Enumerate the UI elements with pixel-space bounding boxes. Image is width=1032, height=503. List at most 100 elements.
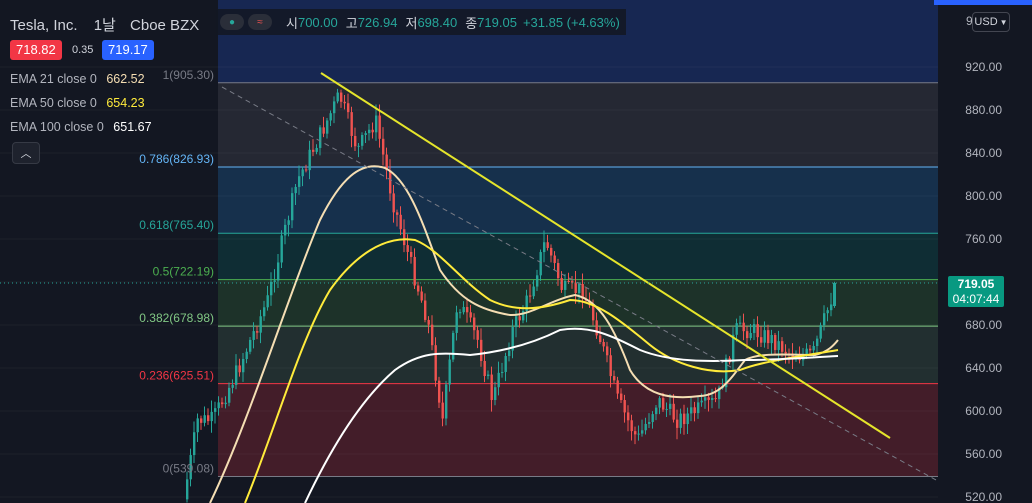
candle-body: [599, 335, 602, 343]
candle-body: [403, 229, 406, 246]
exchange-label: Cboe BZX: [130, 17, 200, 34]
price-axis-label: 920.00: [965, 60, 1002, 74]
candle-body: [529, 295, 532, 297]
candle-body: [375, 115, 378, 133]
candle-body: [245, 351, 248, 360]
candle-body: [452, 332, 455, 360]
candle-body: [427, 319, 430, 325]
market-status-icon[interactable]: ●: [220, 14, 244, 30]
bid-price-button[interactable]: 718.82: [10, 40, 62, 60]
candle-body: [196, 418, 199, 433]
candle-body: [322, 127, 325, 134]
last-price-label: 719.05 04:07:44: [948, 276, 1004, 307]
candle-body: [487, 374, 490, 377]
candle-body: [546, 242, 549, 248]
candle-body: [557, 263, 560, 279]
ema-100-legend[interactable]: EMA 100 close 0 651.67: [10, 120, 152, 134]
candle-body: [816, 338, 819, 347]
candle-body: [329, 113, 332, 121]
candle-body: [273, 280, 276, 282]
candle-body: [749, 332, 752, 339]
candle-body: [616, 380, 619, 394]
fib-level-label: 0.236(625.51): [139, 369, 214, 383]
candle-body: [336, 92, 339, 102]
chevron-down-icon: ▼: [999, 17, 1008, 27]
candle-body: [266, 295, 269, 308]
candle-body: [368, 129, 371, 134]
candle-body: [543, 242, 546, 253]
candle-body: [560, 278, 563, 290]
candle-body: [235, 365, 238, 385]
currency-select[interactable]: USD ▼: [972, 12, 1010, 32]
candle-body: [186, 479, 189, 500]
ask-price-button[interactable]: 719.17: [102, 40, 154, 60]
price-axis-label: 680.00: [965, 318, 1002, 332]
candle-body: [263, 307, 266, 317]
fib-band: [218, 233, 938, 280]
high-label: 고: [345, 15, 358, 31]
top-accent-bar: [934, 0, 1032, 5]
low-value: 698.40: [417, 14, 458, 30]
candle-body: [763, 330, 766, 343]
candle-body: [781, 341, 784, 352]
candle-body: [693, 407, 696, 414]
trend-lines: [221, 72, 937, 481]
candle-body: [742, 322, 745, 332]
axis-clipped-label: 9: [966, 14, 973, 28]
candle-body: [511, 327, 514, 351]
price-axis-label: 880.00: [965, 103, 1002, 117]
dashed-trendline: [221, 86, 937, 481]
candle-body: [424, 300, 427, 320]
candle-body: [483, 360, 486, 377]
candle-body: [648, 422, 651, 424]
candle-body: [676, 419, 679, 428]
candle-body: [550, 247, 553, 256]
interval-label[interactable]: 1날: [93, 17, 116, 34]
candle-body: [214, 408, 217, 412]
ema-50-legend[interactable]: EMA 50 close 0 654.23: [10, 96, 145, 110]
ema-100-label: EMA 100 close 0: [10, 120, 104, 134]
candle-body: [784, 351, 787, 354]
ema-21-legend[interactable]: EMA 21 close 0 662.52: [10, 72, 145, 86]
currency-label: USD: [974, 16, 998, 28]
candle-body: [410, 251, 413, 257]
candle-body: [298, 176, 301, 187]
candle-body: [189, 455, 192, 480]
candle-body: [319, 127, 322, 148]
candle-body: [249, 339, 252, 352]
data-source-icon[interactable]: ≈: [248, 14, 272, 30]
spread-value: 0.35: [72, 44, 94, 56]
candle-body: [714, 398, 717, 400]
close-label: 종: [465, 15, 478, 31]
candle-body: [809, 348, 812, 351]
symbol-legend[interactable]: Tesla, Inc. 1날 Cboe BZX: [10, 14, 205, 35]
candle-body: [385, 154, 388, 171]
candle-body: [679, 413, 682, 428]
candle-body: [578, 284, 581, 294]
candle-body: [655, 407, 658, 415]
candle-body: [697, 402, 700, 414]
candle-body: [609, 355, 612, 377]
candle-body: [522, 310, 525, 321]
candle-body: [238, 365, 241, 373]
candle-body: [620, 393, 623, 401]
candle-body: [683, 413, 686, 425]
fib-level-label: 1(905.30): [163, 68, 214, 82]
candle-body: [518, 316, 521, 321]
candle-body: [602, 342, 605, 347]
candle-body: [700, 400, 703, 403]
candle-body: [354, 135, 357, 147]
ema-100-line: [304, 327, 839, 503]
candle-body: [217, 402, 220, 409]
candle-body: [767, 330, 770, 344]
price-axis-bg: [938, 0, 1032, 503]
ema-21-value: 662.52: [106, 72, 145, 86]
candle-body: [210, 411, 213, 422]
candle-body: [469, 312, 472, 318]
candle-body: [830, 304, 833, 311]
candle-body: [445, 384, 448, 419]
collapse-legend-button[interactable]: ︿: [12, 142, 40, 164]
candle-body: [774, 334, 777, 350]
candle-body: [627, 412, 630, 421]
